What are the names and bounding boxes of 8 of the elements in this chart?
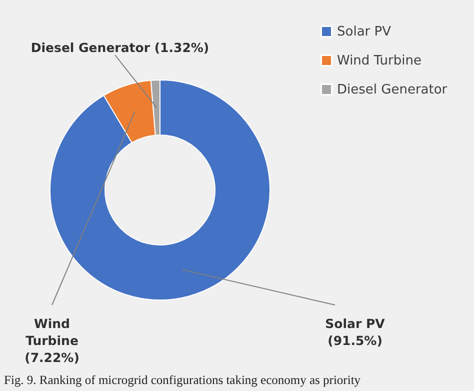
data-label: Diesel Generator (1.32%) (30, 40, 210, 55)
legend-label: Wind Turbine (337, 54, 422, 68)
legend-label: Solar PV (337, 24, 392, 40)
caption: Fig. 9. Ranking of microgrid configurations taking economy as priority (4, 373, 362, 387)
data-label: Wind Turbine (7.22%) (24, 316, 80, 365)
data-label: Solar PV (91.5%) (325, 316, 386, 348)
legend-label: Diesel Generator (337, 82, 448, 98)
donut-slice (50, 80, 270, 300)
